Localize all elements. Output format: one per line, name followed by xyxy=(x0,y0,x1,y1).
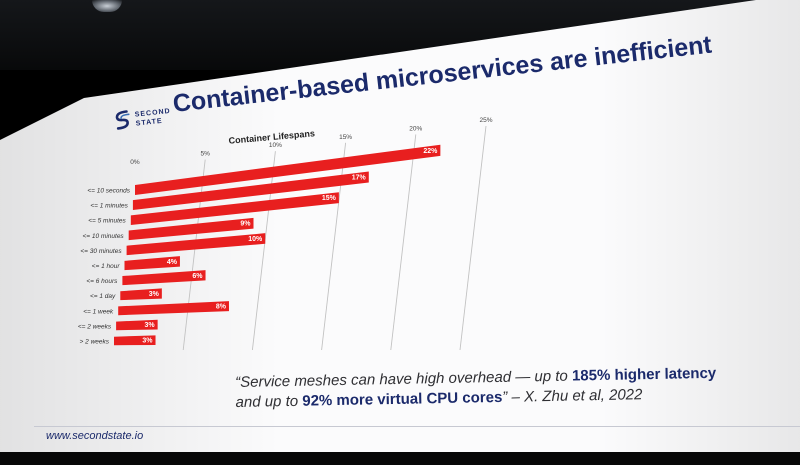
x-tick-label: 10% xyxy=(269,142,282,149)
quote-citation: ” – X. Zhu et al, 2022 xyxy=(502,386,643,406)
bar--5-minutes xyxy=(130,192,339,226)
category-label: <= 10 minutes xyxy=(82,233,124,240)
bar-value-label: 22% xyxy=(423,148,438,155)
bar-value-label: 3% xyxy=(149,291,160,298)
bar-value-label: 17% xyxy=(352,175,367,182)
x-tick-label: 25% xyxy=(479,117,492,124)
bar--1-day xyxy=(120,288,162,301)
second-state-logo: SECOND STATE xyxy=(112,101,185,140)
screen-bottom-edge xyxy=(0,452,800,465)
quote-highlight-cpu: 92% more virtual CPU cores xyxy=(302,388,503,410)
quote-text-part1: “Service meshes can have high overhead —… xyxy=(235,367,573,391)
bar--1-hour xyxy=(124,256,180,271)
bar--30-minutes xyxy=(126,233,266,256)
gridline xyxy=(459,125,487,351)
ceiling-lamp xyxy=(92,0,122,12)
category-label: <= 1 hour xyxy=(92,263,121,270)
quote-highlight-latency: 185% higher latency xyxy=(571,364,717,385)
category-label: <= 30 minutes xyxy=(80,248,122,255)
category-label: <= 10 seconds xyxy=(87,188,130,195)
bar-value-label: 10% xyxy=(248,236,263,243)
footer-divider xyxy=(34,426,800,427)
category-label: <= 5 minutes xyxy=(88,218,126,225)
bar-value-label: 15% xyxy=(322,195,337,202)
x-tick-label: 5% xyxy=(200,151,210,158)
bar--6-hours xyxy=(122,270,206,286)
category-label: <= 6 hours xyxy=(86,278,118,285)
category-label: <= 1 day xyxy=(90,293,116,300)
bar--10-minutes xyxy=(128,217,254,241)
chart-x-tick-labels: 0% 5% 10% 15% 20% 25% xyxy=(130,117,492,166)
bar--2-weeks xyxy=(114,335,156,346)
gridline xyxy=(321,142,347,351)
bar--10-seconds xyxy=(135,144,441,195)
category-label: <= 1 minutes xyxy=(90,203,128,210)
footer-url: www.secondstate.io xyxy=(46,430,144,442)
x-tick-label: 15% xyxy=(339,134,352,141)
category-label: <= 2 weeks xyxy=(78,323,112,330)
bar-value-label: 9% xyxy=(240,221,251,228)
bar--1-minutes xyxy=(132,171,369,211)
bar-value-label: 3% xyxy=(145,322,156,329)
bar--1-week xyxy=(118,301,229,316)
quote-text-part2: and up to xyxy=(235,392,303,411)
x-tick-label: 20% xyxy=(409,125,422,132)
gridline xyxy=(182,159,206,351)
bar-value-label: 6% xyxy=(192,273,203,280)
bar-value-label: 3% xyxy=(142,338,153,345)
bar--2-weeks xyxy=(116,319,158,331)
logo-mark-icon xyxy=(115,110,130,130)
x-tick-label: 0% xyxy=(130,159,140,166)
chart-category-labels: <= 10 seconds <= 1 minutes <= 5 minutes <= … xyxy=(78,188,131,346)
chart-bars: 22% 17% 15% 9% 10% 4% 6% 3% 8% 3% 3% xyxy=(114,144,441,346)
bar-value-label: 4% xyxy=(167,259,178,266)
gridline xyxy=(390,134,417,351)
bar-value-label: 8% xyxy=(216,304,227,311)
gridline xyxy=(251,151,276,351)
category-label: <= 1 week xyxy=(83,308,114,315)
category-label: > 2 weeks xyxy=(80,339,110,346)
